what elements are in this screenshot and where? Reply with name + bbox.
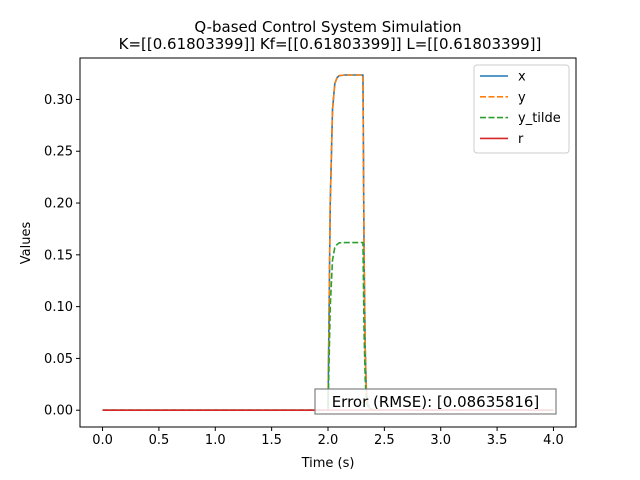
y-tick-label: 0.30	[44, 93, 73, 108]
y-tick-label: 0.10	[44, 300, 73, 315]
x-axis-label: Time (s)	[301, 456, 355, 471]
x-tick-label: 1.0	[205, 433, 226, 448]
legend-label-x: x	[518, 70, 526, 85]
y-tick-label: 0.25	[44, 145, 73, 160]
y-tick-label: 0.00	[44, 404, 73, 419]
legend-label-y-tilde: y_tilde	[518, 111, 561, 126]
series-line-y-tilde	[102, 241, 554, 412]
plot-area-frame	[79, 57, 577, 428]
legend-box	[473, 64, 570, 154]
x-tick-label: 0.0	[92, 433, 113, 448]
x-tick-label: 3.0	[430, 433, 451, 448]
annotation-text: Error (RMSE): [0.08635816]	[332, 393, 540, 411]
y-tick-label: 0.20	[44, 197, 73, 212]
legend-label-r: r	[518, 132, 524, 147]
x-tick-label: 2.5	[374, 433, 395, 448]
y-ticks: 0.00 0.05 0.10 0.15 0.20 0.25 0.30	[44, 93, 80, 419]
y-tick-label: 0.05	[44, 352, 73, 367]
legend-label-y: y	[518, 90, 526, 105]
error-annotation: Error (RMSE): [0.08635816]	[314, 388, 557, 415]
x-tick-label: 2.0	[318, 433, 339, 448]
y-tick-label: 0.15	[44, 248, 73, 263]
x-tick-label: 0.5	[149, 433, 170, 448]
x-tick-label: 3.5	[487, 433, 508, 448]
x-tick-label: 4.0	[543, 433, 564, 448]
x-ticks: 0.0 0.5 1.0 1.5 2.0 2.5 3.0 3.5 4.0	[92, 427, 564, 448]
chart-subtitle: K=[[0.61803399]] Kf=[[0.61803399]] L=[[0…	[119, 35, 542, 53]
annotation-box	[314, 388, 557, 415]
y-axis-label: Values	[19, 222, 34, 265]
x-tick-label: 1.5	[261, 433, 282, 448]
chart-title: Q-based Control System Simulation	[194, 18, 461, 36]
